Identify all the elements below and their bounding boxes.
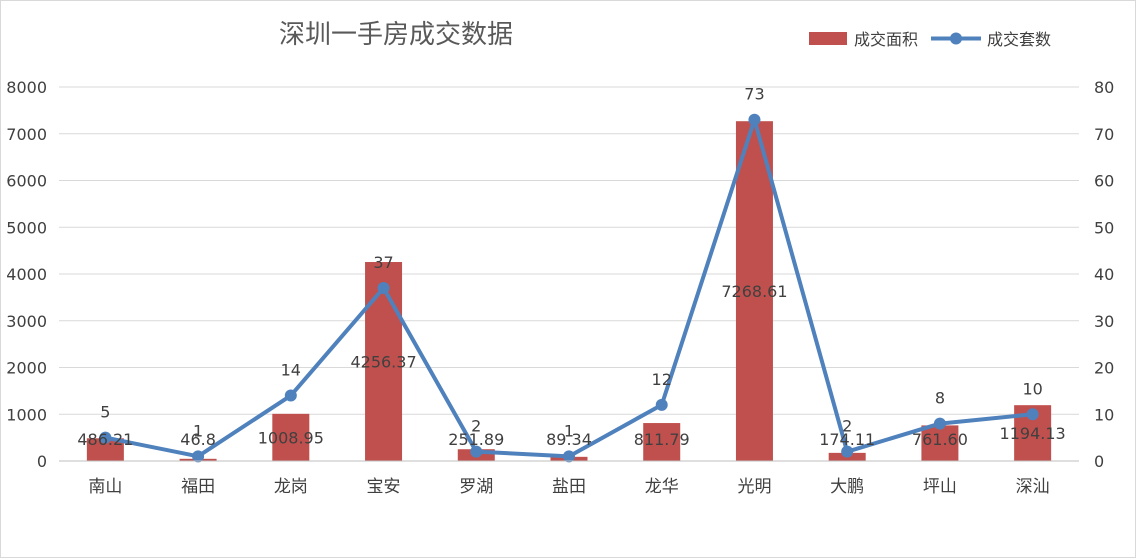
- x-tick-label: 福田: [181, 477, 215, 497]
- x-tick-label: 龙岗: [274, 477, 308, 497]
- x-tick-label: 宝安: [367, 477, 401, 497]
- line-data-label: 73: [744, 85, 764, 104]
- y-tick-label-left: 6000: [6, 172, 47, 191]
- line-marker: [1026, 408, 1039, 421]
- x-tick-label: 坪山: [923, 477, 957, 497]
- bar-data-label: 251.89: [448, 430, 504, 449]
- line-series: [99, 113, 1039, 463]
- y-tick-label-left: 2000: [6, 359, 47, 378]
- bar-data-label: 1008.95: [258, 428, 324, 447]
- bar-series: [86, 121, 1052, 462]
- x-tick-label: 南山: [88, 477, 122, 497]
- line-marker: [655, 398, 668, 411]
- line-data-label: 2: [471, 417, 481, 436]
- bar: [735, 121, 773, 462]
- series-line: [103, 117, 1035, 459]
- line-marker: [563, 450, 575, 463]
- line-data-label: 10: [1022, 379, 1042, 398]
- left-axis: 0 1000 2000 3000 4000 5000 6000 7000 8000: [6, 78, 47, 471]
- x-tick-label: 龙华: [645, 477, 679, 497]
- bar-data-label: 46.8: [180, 430, 216, 449]
- bar: [365, 262, 403, 461]
- x-tick-label: 深汕: [1016, 477, 1050, 497]
- legend-swatch-marker: [950, 32, 962, 45]
- line-marker: [748, 113, 761, 126]
- bar: [643, 423, 681, 461]
- line-data-label: 5: [100, 403, 110, 422]
- y-tick-label-left: 4000: [6, 265, 47, 284]
- line-data-labels: 5 1 14 37 2 1 12 73 2 8 10: [100, 85, 1043, 441]
- bar: [921, 425, 959, 461]
- line-data-label: 1: [193, 421, 203, 440]
- y-tick-label-left: 3000: [6, 312, 47, 331]
- y-tick-label-left: 8000: [6, 78, 47, 97]
- bar-data-label: 7268.61: [721, 282, 787, 301]
- line-marker: [841, 445, 854, 458]
- x-tick-label: 盐田: [552, 477, 586, 497]
- y-tick-label-right: 80: [1094, 78, 1114, 97]
- line-marker: [377, 282, 390, 295]
- line-data-label: 2: [842, 417, 852, 436]
- y-tick-label-right: 70: [1094, 125, 1114, 144]
- gridlines: [59, 86, 1079, 415]
- y-tick-label-left: 1000: [6, 405, 47, 424]
- line-marker: [99, 431, 112, 444]
- line-marker: [284, 389, 297, 402]
- line-marker: [470, 445, 483, 458]
- y-tick-label-left: 5000: [6, 218, 47, 237]
- y-tick-label-right: 10: [1094, 405, 1114, 424]
- chart-title: 深圳一手房成交数据: [279, 20, 513, 50]
- bar: [272, 413, 310, 461]
- y-tick-label-right: 50: [1094, 218, 1114, 237]
- y-tick-label-right: 0: [1094, 452, 1104, 471]
- line-marker: [192, 450, 205, 463]
- bar-data-labels: 486.21 46.8 1008.95 4256.37 251.89 89.34 811.7…: [77, 282, 1065, 449]
- y-tick-label-left: 7000: [6, 125, 47, 144]
- y-tick-label-left: 0: [37, 452, 47, 471]
- y-tick-label-right: 20: [1094, 359, 1114, 378]
- legend-swatch-bar: [809, 32, 847, 45]
- line-data-label: 1: [564, 421, 574, 440]
- bar-data-label: 4256.37: [350, 353, 416, 372]
- y-tick-label-right: 40: [1094, 265, 1114, 284]
- line-marker: [933, 417, 946, 430]
- line-data-label: 37: [373, 253, 393, 272]
- legend-label-bar: 成交面积: [854, 30, 918, 49]
- bar-data-label: 174.11: [819, 430, 875, 449]
- line-data-label: 12: [652, 370, 672, 389]
- legend: 成交面积 成交套数: [809, 30, 1051, 49]
- x-tick-label: 大鹏: [830, 477, 864, 497]
- line-data-label: 8: [935, 389, 945, 408]
- legend-label-line: 成交套数: [987, 30, 1051, 49]
- right-axis: 0 10 20 30 40 50 60 70 80: [1094, 78, 1114, 471]
- y-tick-label-right: 60: [1094, 172, 1114, 191]
- bar-data-label: 761.60: [912, 430, 968, 449]
- x-tick-label: 罗湖: [459, 477, 493, 497]
- bar-data-label: 1194.13: [1000, 424, 1066, 443]
- bar-data-label: 811.79: [634, 430, 690, 449]
- bar-data-label: 486.21: [77, 430, 133, 449]
- y-tick-label-right: 30: [1094, 312, 1114, 331]
- category-axis: 南山 福田 龙岗 宝安 罗湖 盐田 龙华 光明 大鹏 坪山 深汕: [59, 460, 1079, 497]
- bar: [86, 438, 124, 461]
- x-tick-label: 光明: [737, 477, 771, 497]
- line-data-label: 14: [281, 361, 301, 380]
- bar-data-label: 89.34: [546, 430, 592, 449]
